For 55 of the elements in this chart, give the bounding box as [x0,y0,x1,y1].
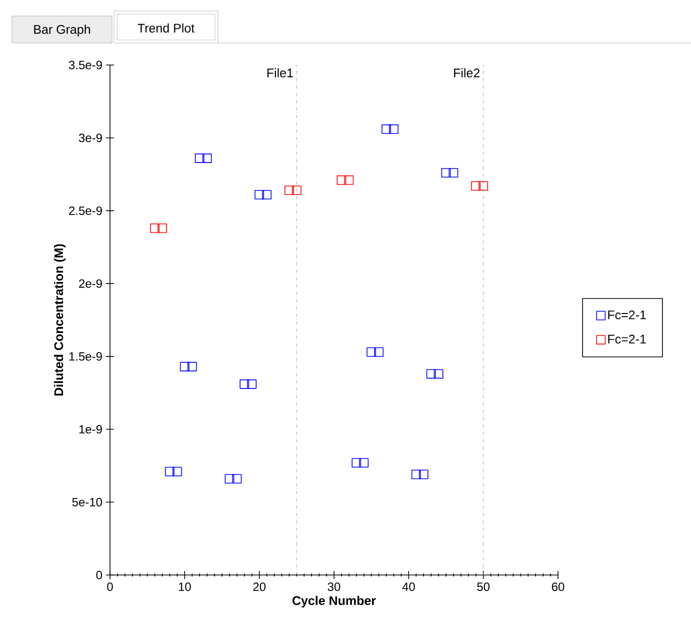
legend-label: Fc=2-1 [608,310,646,320]
ref-line-label: File2 [454,68,480,78]
y-tick-label: 2.5e-9 [69,206,102,215]
point [478,181,488,191]
x-axis-title: Cycle Number [292,596,376,608]
point [194,154,204,163]
legend-label: Fc=2-1 [608,334,646,344]
x-tick-label: 30 [328,582,340,592]
y-tick-label: 0 [96,570,102,580]
x-tick-label: 40 [402,582,415,592]
point [247,379,257,389]
point [441,168,451,178]
y-axis-title: Diluted Concentration (M) [54,244,66,396]
point [389,124,398,134]
x-tick-label: 50 [477,582,490,592]
point [292,186,302,196]
point [411,470,421,480]
point [344,175,354,185]
point [284,186,294,196]
y-tick-label: 3.5e-9 [68,60,102,70]
point [180,362,190,372]
point [448,168,458,178]
point [374,347,384,357]
point [418,470,428,480]
point [172,466,182,476]
point [366,347,376,357]
point [426,369,436,379]
point [382,124,391,134]
point [359,458,369,468]
y-tick-label: 1.5e-9 [69,352,102,361]
x-tick-label: 20 [253,582,266,592]
x-tick-label: 0 [107,582,113,592]
text: Trend Plot [138,23,194,33]
y-tick-label: 5e-10 [72,498,102,506]
point [158,224,167,233]
x-tick-label: 60 [552,582,564,592]
point [352,458,362,468]
point [202,154,212,163]
point [471,181,481,191]
point [262,190,272,200]
point [336,175,346,185]
x-tick-label: 10 [178,582,191,592]
y-tick-label: 1e-9 [79,425,102,434]
point [150,224,160,233]
point [232,474,242,484]
point [224,474,234,484]
point [240,379,250,389]
point [187,362,197,372]
point [434,369,444,379]
y-tick-label: 2e-9 [79,279,102,288]
point [165,466,174,476]
ref-line-label: File1 [267,68,293,78]
point [254,190,264,200]
y-tick-label: 3e-9 [78,134,102,142]
text: Bar Graph [34,24,90,36]
